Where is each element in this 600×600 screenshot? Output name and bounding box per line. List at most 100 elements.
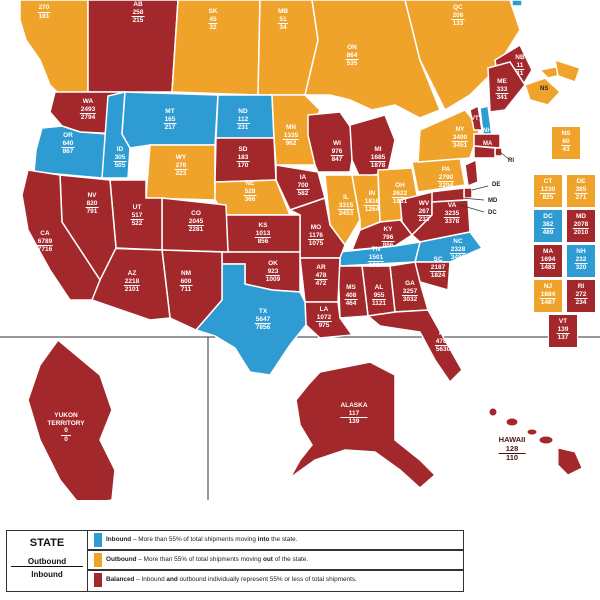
region-nj (464, 158, 479, 188)
label-mo: MO 1176 1075 (307, 224, 325, 247)
region-me (487, 61, 526, 113)
label-ky: KY 796 886 (381, 226, 395, 249)
region-wi (307, 111, 357, 173)
box-ri: RI 272 234 (566, 279, 596, 313)
legend-swatch-outbound (94, 553, 102, 567)
legend-swatch-inbound (94, 533, 102, 547)
tag-dc: DC (488, 210, 497, 216)
legend-key-outbound: Outbound (11, 557, 83, 567)
shipment-map (0, 0, 600, 500)
tag-ns-map: NS (540, 86, 549, 92)
tag-md: MD (488, 198, 498, 204)
legend-text-outbound: Outbound – More than 55% of total shipme… (106, 556, 309, 563)
tag-ma: MA (483, 141, 493, 147)
legend-key: STATE Outbound Inbound (6, 530, 88, 592)
box-ct: CT 1230 825 (533, 174, 563, 208)
region-yukon (27, 338, 116, 500)
box-ma: MA 1694 1483 (533, 244, 563, 278)
label-sd: SD 183 170 (236, 146, 250, 169)
label-alaska: ALASKA 117 139 (340, 402, 368, 425)
label-qc: QC 206 133 (451, 4, 465, 27)
label-ms: MS 408 464 (344, 284, 358, 307)
label-oh: OH 2622 1931 (391, 182, 409, 205)
box-dc: DC 382 489 (533, 209, 563, 243)
legend-text-balanced: Balanced – Inbound and outbound individu… (106, 576, 357, 583)
region-ct (473, 145, 496, 159)
legend-swatch-balanced (94, 573, 102, 587)
legend-row-balanced: Balanced – Inbound and outbound individu… (88, 570, 464, 592)
label-bc: 270 181 (37, 4, 51, 20)
region-de (463, 187, 473, 199)
label-mn: MN 1335 962 (282, 124, 300, 147)
label-nm: NM 600 711 (179, 270, 193, 293)
label-wv: WV 267 233 (417, 200, 431, 223)
label-sk: SK 45 32 (208, 8, 218, 31)
tag-vt: VT (471, 116, 479, 122)
label-ut: UT 517 522 (130, 204, 144, 227)
tag-de: DE (492, 182, 501, 188)
label-ar: AR 478 472 (314, 264, 328, 287)
box-nh: NH 232 320 (566, 244, 596, 278)
label-fl: FL 4785 5630 (434, 330, 452, 353)
label-co: CO 2045 2281 (187, 210, 205, 233)
label-ia: IA 700 582 (296, 174, 310, 197)
label-nc: NC 2328 3486 (449, 238, 467, 261)
region-ca (21, 169, 101, 301)
legend-key-title: STATE (29, 537, 65, 549)
tag-nh: NH (483, 128, 492, 134)
region-ns (524, 77, 562, 106)
label-az: AZ 2218 2101 (123, 270, 141, 293)
label-tx: TX 5647 7856 (254, 308, 272, 331)
label-ca: CA 6789 7716 (36, 230, 54, 253)
label-me: ME 333 341 (495, 78, 509, 101)
label-on: ON 864 535 (345, 44, 359, 67)
region-hawaii (488, 407, 583, 476)
tag-ri: RI (508, 158, 514, 164)
usa (21, 61, 526, 384)
region-ri (494, 147, 503, 157)
label-mi: MI 1685 1878 (369, 146, 387, 169)
label-nv: NV 820 791 (85, 192, 99, 215)
label-mt: MT 165 217 (163, 108, 177, 131)
callout-lines (459, 117, 511, 213)
legend: STATE Outbound Inbound Inbound – More th… (6, 530, 464, 592)
label-mb: MB 51 34 (277, 8, 289, 31)
region-alaska (289, 361, 437, 490)
label-wi: WI 976 847 (330, 140, 344, 163)
label-ne: NE 528 366 (243, 180, 257, 203)
label-ab: AB 258 215 (131, 1, 145, 24)
label-la: LA 1072 975 (315, 306, 333, 329)
label-sc: SC 2187 1824 (429, 256, 447, 279)
region-nu-mark (511, 0, 523, 7)
legend-key-inbound: Inbound (31, 570, 63, 579)
label-yukon: YUKON TERRITORY 0 0 (47, 412, 85, 443)
label-ga: GA 3257 3032 (401, 280, 419, 303)
label-wa: WA 2493 2794 (79, 98, 97, 121)
label-id: ID 305 505 (113, 146, 127, 169)
box-nj: NJ 1884 1487 (533, 279, 563, 313)
region-bc (19, 0, 89, 96)
legend-row-outbound: Outbound – More than 55% of total shipme… (88, 550, 464, 570)
label-ny: NY 3400 3451 (451, 126, 469, 149)
label-pa: PA 2790 2204 (437, 166, 455, 189)
region-fl (366, 309, 463, 384)
box-vt: VT 139 137 (548, 314, 578, 348)
box-md: MD 2078 2010 (566, 209, 596, 243)
box-ns: NS 60 43 (551, 126, 581, 160)
label-ok: OK 923 1009 (265, 260, 281, 283)
label-ks: KS 1013 856 (254, 222, 272, 245)
label-tn: TN 1501 1924 (367, 246, 385, 269)
legend-text-inbound: Inbound – More than 55% of total shipmen… (106, 536, 298, 543)
label-hawaii: HAWAII 128 110 (498, 435, 526, 462)
region-nl (554, 58, 581, 83)
label-il: IL 3315 2453 (337, 194, 355, 217)
region-tx (194, 263, 307, 376)
box-de: DE 385 271 (566, 174, 596, 208)
label-or: OR 640 867 (61, 132, 75, 155)
label-in: IN 1816 1264 (363, 190, 381, 213)
legend-row-inbound: Inbound – More than 55% of total shipmen… (88, 530, 464, 550)
label-al: AL 955 1121 (371, 284, 387, 307)
label-nb: NB 11 11 (515, 54, 525, 77)
label-nd: ND 112 231 (236, 108, 250, 131)
label-wy: WY 276 223 (174, 154, 188, 177)
